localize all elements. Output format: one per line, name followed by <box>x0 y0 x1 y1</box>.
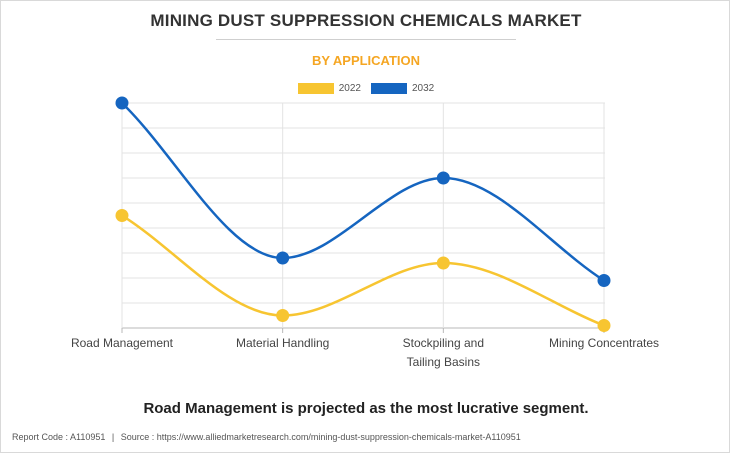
data-point-2022[interactable] <box>597 319 611 332</box>
legend: 2022 2032 <box>1 81 730 95</box>
data-point-2022[interactable] <box>115 209 129 222</box>
legend-swatch-2032 <box>371 82 407 94</box>
x-tick-label: Material Handling <box>236 336 329 350</box>
data-point-2032[interactable] <box>276 251 290 265</box>
data-point-2022[interactable] <box>436 256 450 270</box>
footer-separator: | <box>111 432 115 442</box>
source-footer: Report Code : A110951 | Source : https:/… <box>12 432 521 442</box>
series-line-2022 <box>120 214 606 327</box>
legend-item-2032[interactable]: 2032 <box>371 82 435 94</box>
legend-label-2022: 2022 <box>338 82 361 94</box>
series-line-2032 <box>120 101 606 282</box>
data-point-2022[interactable] <box>276 309 290 322</box>
data-point-2032[interactable] <box>597 274 611 287</box>
x-tick-label: Road Management <box>71 336 174 350</box>
x-tick-label: Stockpiling and <box>403 336 484 350</box>
key-takeaway: Road Management is projected as the most… <box>143 400 589 417</box>
legend-label-2032: 2032 <box>412 82 435 94</box>
chart-subtitle: BY APPLICATION <box>311 53 421 68</box>
report-code: Report Code : A110951 <box>12 432 106 442</box>
chart-title: MINING DUST SUPPRESSION CHEMICALS MARKET <box>150 11 582 30</box>
x-tick-label: Mining Concentrates <box>549 336 659 350</box>
title-divider <box>216 39 516 40</box>
data-point-2032[interactable] <box>436 171 450 185</box>
data-point-2032[interactable] <box>115 96 129 110</box>
legend-item-2022[interactable]: 2022 <box>297 82 361 94</box>
legend-swatch-2022 <box>297 82 334 94</box>
x-tick-label: Tailing Basins <box>407 355 480 369</box>
source-link[interactable]: Source : https://www.alliedmarketresearc… <box>120 432 521 442</box>
